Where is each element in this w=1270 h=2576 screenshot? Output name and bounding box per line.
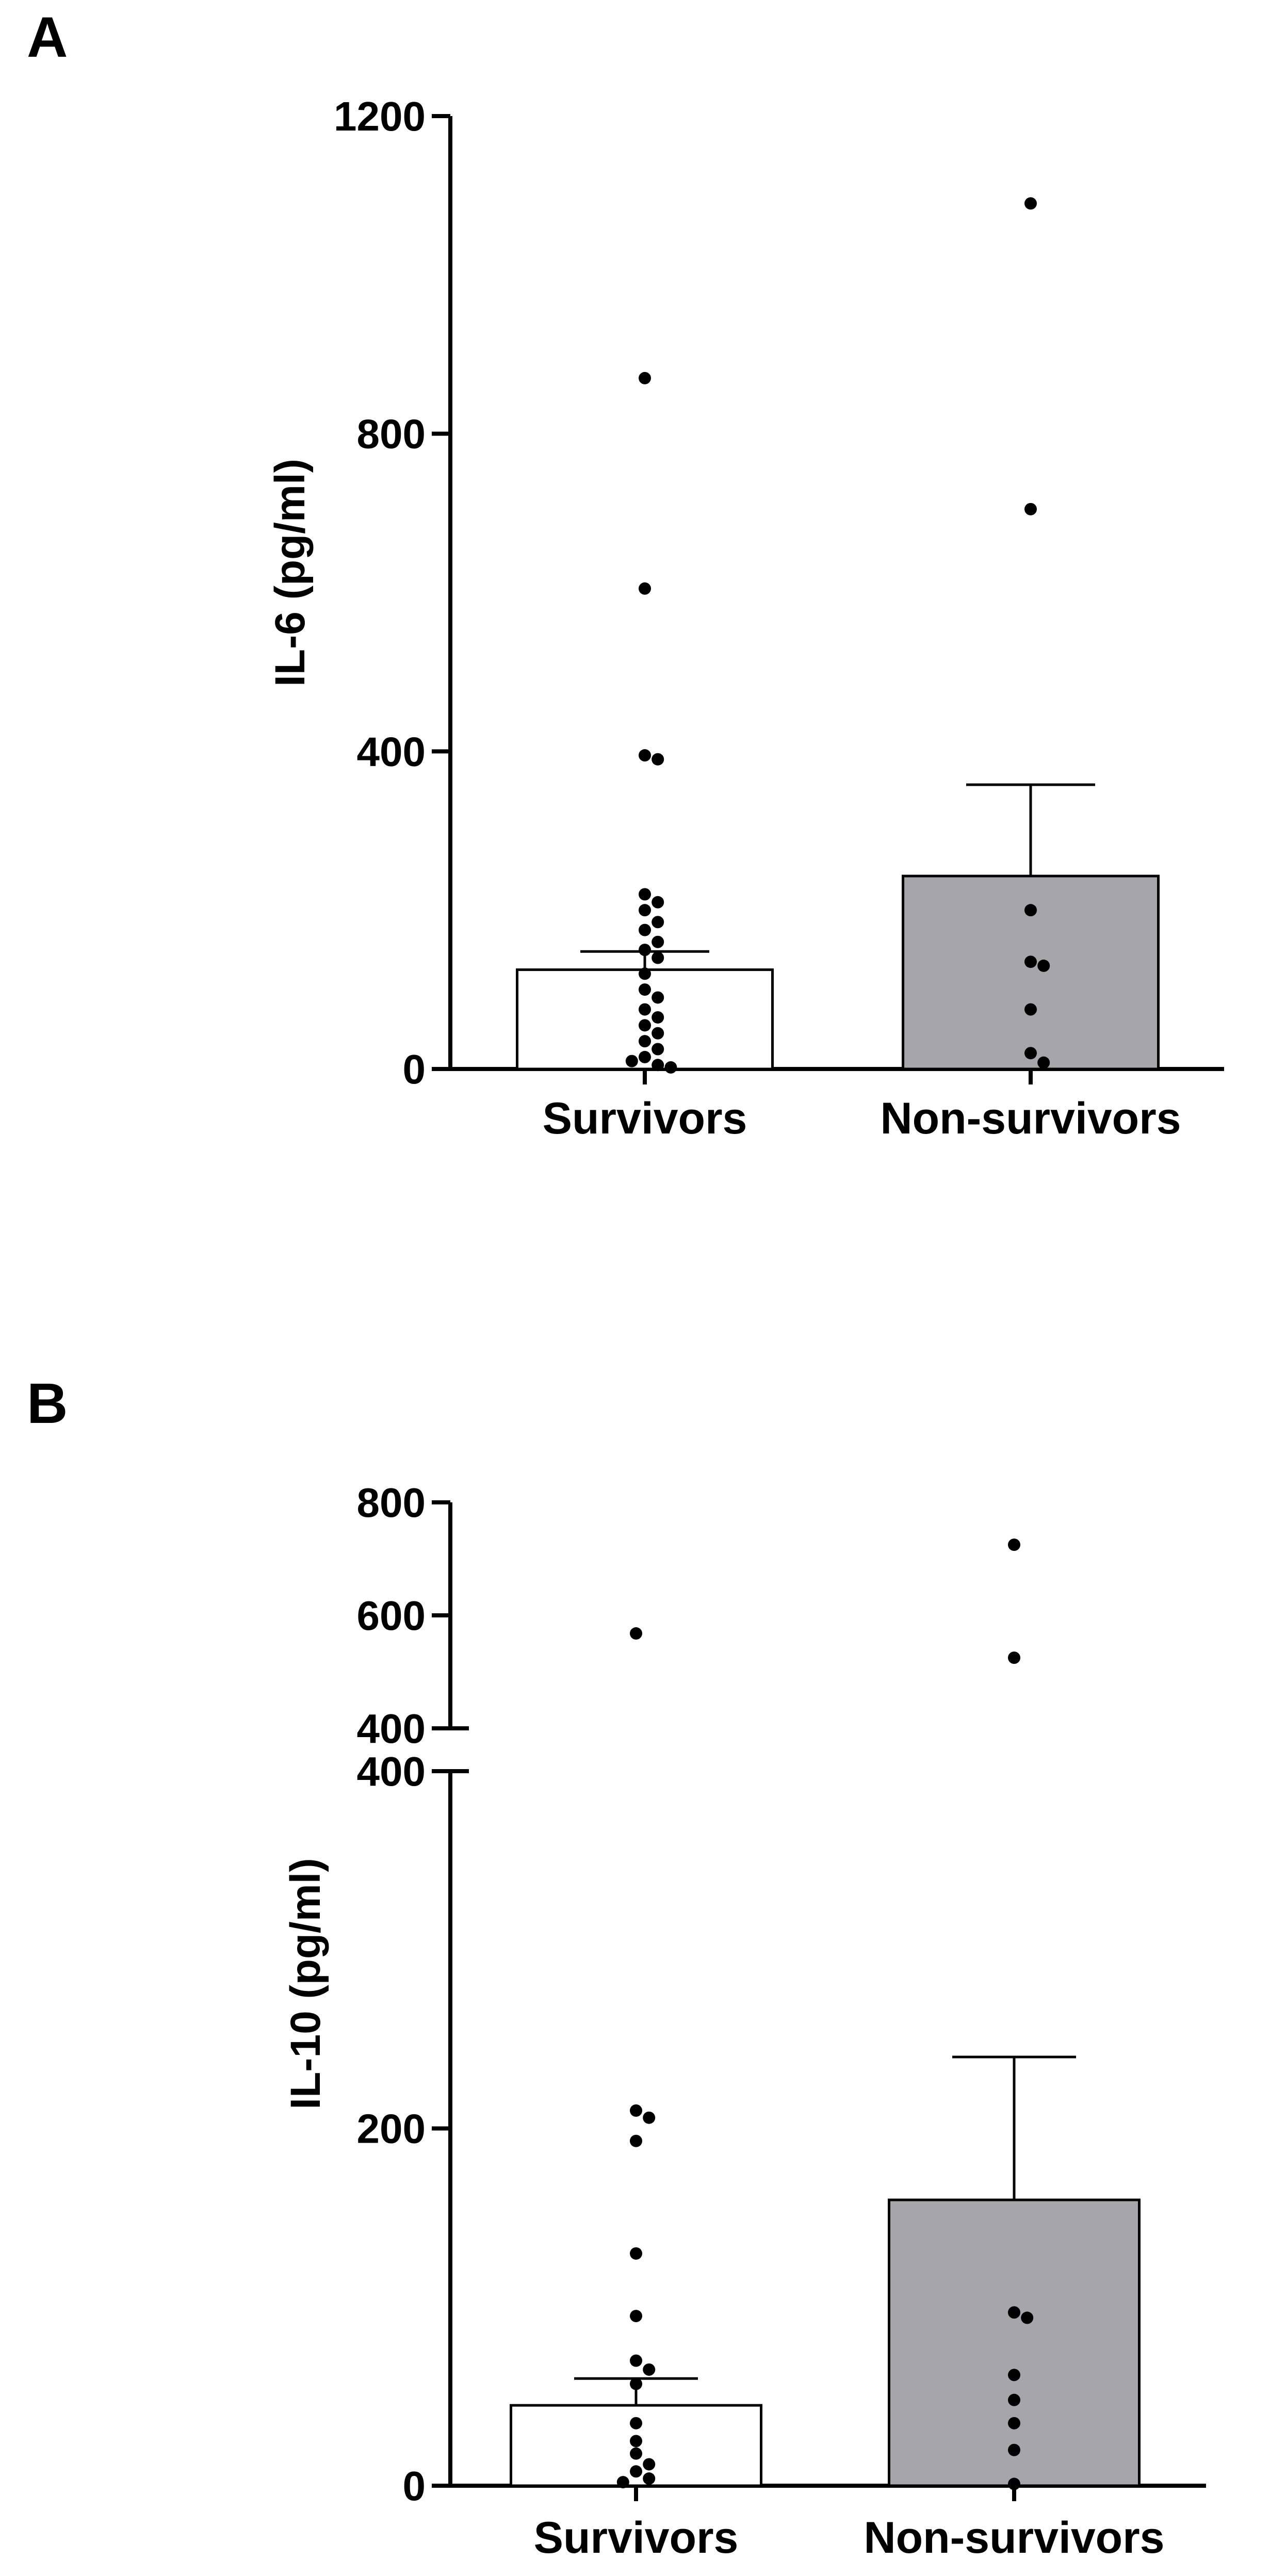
data-point — [630, 2247, 642, 2260]
data-point — [1008, 2443, 1020, 2456]
data-point — [1008, 2393, 1020, 2406]
data-point — [630, 2435, 642, 2448]
data-point — [643, 2472, 656, 2485]
data-point — [652, 916, 664, 929]
data-point — [1008, 2369, 1020, 2381]
y-tick-label: 0 — [403, 2463, 426, 2509]
data-point — [643, 2458, 656, 2471]
data-point — [652, 951, 664, 964]
data-point — [652, 753, 664, 766]
x-tick-label: Survivors — [534, 2513, 739, 2563]
data-point — [1008, 1651, 1020, 1664]
data-point — [652, 1059, 664, 1072]
panel-a: A IL-6 (pg/ml) 0 400 800 1200 Survivors Non-s… — [27, 6, 1224, 1143]
data-point — [639, 1035, 651, 1048]
x-tick-label: Survivors — [543, 1094, 747, 1143]
panel-b-plot: 400 600 800 0 200 400 Survivors Non-survivors — [357, 1480, 1206, 2563]
data-point — [664, 1061, 677, 1074]
panel-b-y-axis-title: IL-10 (pg/ml) — [282, 1858, 329, 2109]
panel-b-letter: B — [27, 1372, 68, 1435]
panel-a-y-axis-title: IL-6 (pg/ml) — [267, 459, 314, 687]
data-point — [639, 749, 651, 762]
data-point — [639, 371, 651, 384]
data-point — [616, 2476, 629, 2489]
data-point — [652, 1043, 664, 1056]
data-point — [630, 2465, 642, 2478]
data-point — [643, 2363, 656, 2376]
data-point — [630, 2417, 642, 2429]
data-point — [639, 888, 651, 901]
data-point — [630, 2310, 642, 2323]
x-tick-label: Non-survivors — [880, 1094, 1181, 1143]
data-point — [1008, 2477, 1020, 2490]
y-tick-label: 600 — [357, 1593, 426, 1639]
x-tick-label: Non-survivors — [864, 2513, 1164, 2563]
data-point — [1008, 1538, 1020, 1551]
data-point — [630, 2354, 642, 2367]
data-point — [1024, 197, 1037, 210]
data-point — [1024, 955, 1037, 968]
data-point — [652, 896, 664, 909]
data-point — [630, 2104, 642, 2117]
y-tick-label: 1200 — [334, 93, 426, 139]
data-point — [652, 935, 664, 948]
data-point — [1037, 959, 1050, 972]
y-tick-label: 800 — [357, 1480, 426, 1526]
data-point — [652, 1011, 664, 1024]
data-point — [1024, 1003, 1037, 1016]
y-tick-label: 400 — [357, 1748, 426, 1794]
data-point — [643, 2111, 656, 2124]
y-tick-label: 400 — [357, 728, 426, 774]
data-point — [1037, 1056, 1050, 1069]
data-point — [630, 2134, 642, 2147]
bar — [888, 2198, 1141, 2487]
data-point — [1024, 503, 1037, 515]
data-point — [1008, 2306, 1020, 2319]
data-point — [630, 1627, 642, 1640]
data-point — [639, 983, 651, 996]
panel-a-plot: 0 400 800 1200 Survivors Non-survivors — [334, 93, 1224, 1143]
data-point — [1021, 2311, 1034, 2324]
y-tick-label: 800 — [357, 411, 426, 457]
data-point — [639, 944, 651, 957]
data-point — [639, 924, 651, 936]
data-point — [652, 991, 664, 1004]
data-point — [630, 2447, 642, 2460]
data-point — [630, 2377, 642, 2390]
data-point — [639, 1019, 651, 1032]
data-point — [639, 967, 651, 980]
y-tick-label: 0 — [403, 1046, 426, 1092]
data-point — [639, 1050, 651, 1063]
panel-b: B IL-10 (pg/ml) 400 600 800 0 200 400 Survivor… — [27, 1372, 1206, 2563]
y-tick-label: 200 — [357, 2106, 426, 2152]
data-point — [1024, 904, 1037, 917]
data-point — [639, 1003, 651, 1016]
panel-a-letter: A — [27, 6, 68, 69]
data-point — [625, 1055, 638, 1067]
data-point — [1024, 1047, 1037, 1060]
data-point — [652, 1027, 664, 1040]
y-tick-label: 400 — [357, 1706, 426, 1752]
data-point — [639, 904, 651, 917]
data-point — [1008, 2417, 1020, 2429]
data-point — [639, 582, 651, 595]
